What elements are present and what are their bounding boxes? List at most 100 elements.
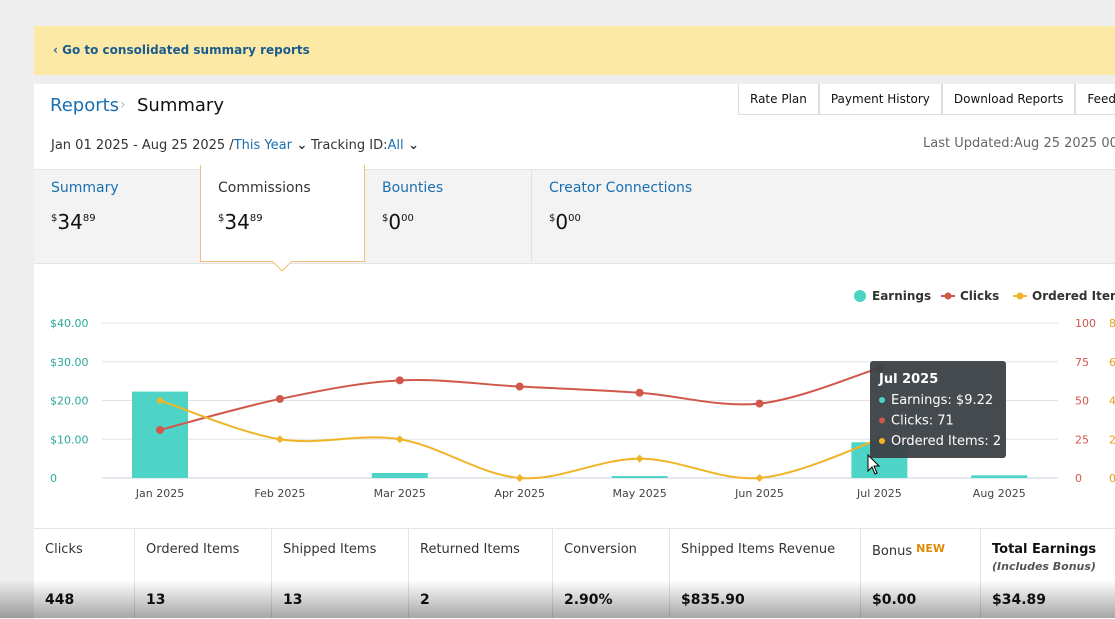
header-button[interactable]: Download Reports: [941, 84, 1076, 115]
legend-marker: [854, 290, 866, 302]
tab[interactable]: Bounties $000: [365, 169, 531, 262]
new-badge: NEW: [916, 542, 945, 555]
tooltip-title: Jul 2025: [878, 372, 938, 387]
stat-note: (Includes Bonus): [992, 560, 1096, 573]
tab-label: Summary: [51, 180, 119, 196]
header-button[interactable]: Feedback: [1075, 84, 1115, 115]
tab-selected[interactable]: Commissions $3489: [200, 165, 365, 262]
stat-value: $835.90: [681, 592, 745, 608]
header-button[interactable]: Rate Plan: [738, 84, 819, 115]
summary-link[interactable]: ‹ Go to consolidated summary reports: [53, 43, 310, 57]
tooltip-line: Clicks: 71: [891, 414, 954, 429]
y2-tick-label: 50: [1075, 395, 1089, 408]
breadcrumb-current: Summary: [137, 95, 224, 116]
stat-header: Shipped Items Revenue: [681, 542, 835, 557]
stat-column: Total Earnings (Includes Bonus) $34.89: [980, 528, 1115, 618]
currency: $: [549, 213, 556, 224]
point: [156, 425, 164, 434]
y3-tick-label: 4: [1109, 395, 1115, 408]
legend-marker: [944, 292, 952, 300]
last-updated: Last Updated:Aug 25 2025 00:0: [923, 136, 1115, 151]
y3-tick-label: 0: [1109, 472, 1115, 485]
point: [515, 382, 524, 391]
stat-header-text: Total Earnings: [992, 542, 1097, 557]
amount-cents: 00: [401, 213, 414, 224]
y2-tick-label: 100: [1075, 317, 1096, 330]
tooltip-bullet: [879, 417, 885, 424]
tab[interactable]: Summary $3489: [34, 169, 200, 262]
y2-tick-label: 75: [1075, 356, 1089, 369]
legend-label: Clicks: [960, 289, 999, 303]
banner: ‹ Go to consolidated summary reports: [34, 26, 1115, 75]
legend-label: Earnings: [872, 289, 931, 303]
x-tick-label: Jan 2025: [135, 487, 184, 500]
x-tick-label: Feb 2025: [254, 487, 305, 500]
stat-column: Ordered Items 13: [134, 528, 272, 618]
y3-tick-label: 6: [1109, 356, 1115, 369]
point: [275, 435, 284, 444]
breadcrumb-link[interactable]: Reports: [50, 95, 120, 116]
dropdown-arrow: ⌄: [291, 138, 308, 153]
legend-label: Ordered Items: [1032, 289, 1115, 303]
amount-cents: 00: [568, 213, 581, 224]
breadcrumb-separator: ›: [120, 97, 126, 113]
tab-label: Commissions: [218, 180, 311, 196]
tracking-label: Tracking ID:: [311, 138, 388, 153]
point: [395, 376, 404, 385]
y3-tick-label: 8: [1109, 317, 1115, 330]
bar: [971, 475, 1028, 478]
point: [395, 435, 404, 444]
y3-tick-label: 2: [1109, 433, 1115, 446]
stat-header-text: Shipped Items Revenue: [681, 542, 836, 557]
period-select[interactable]: This Year: [233, 138, 292, 153]
tooltip-line: Earnings: $9.22: [891, 393, 993, 408]
stat-value: 448: [45, 592, 75, 608]
stat-value: 13: [283, 592, 303, 608]
point: [275, 394, 284, 403]
y-tick-label: $20.00: [50, 395, 89, 408]
amount-cents: 89: [249, 213, 263, 224]
tab[interactable]: Creator Connections $000: [531, 169, 832, 262]
stat-value: 2: [420, 592, 430, 608]
stat-header: Conversion: [564, 542, 637, 557]
chart: 0 $10.00 $20.00 $30.00 $40.00 0 25 50 75 100 0 2 4 6 8…: [50, 289, 1115, 500]
x-tick-label: Aug 2025: [973, 487, 1026, 500]
tab-amount: $3489: [218, 210, 263, 234]
stat-column: Clicks 448: [34, 528, 134, 618]
stat-column: Shipped Items Revenue $835.90: [669, 528, 861, 618]
stat-header-text: Bonus: [872, 544, 913, 559]
y-tick-label: $40.00: [50, 317, 89, 330]
tab-label: Bounties: [382, 180, 444, 196]
amount-whole: 34: [57, 210, 83, 234]
date-range: Jan 01 2025 - Aug 25 2025 /This Year ⌄: [51, 138, 307, 153]
stat-header: Total Earnings (Includes Bonus): [992, 542, 1096, 573]
currency: $: [382, 213, 389, 224]
stat-column: Bonus NEW $0.00: [860, 528, 981, 618]
stat-column: Conversion 2.90%: [552, 528, 670, 618]
stat-value: 2.90%: [564, 592, 613, 608]
point: [515, 474, 524, 482]
legend-marker: [1016, 292, 1024, 300]
point: [635, 454, 644, 463]
stat-header-text: Conversion: [564, 542, 637, 557]
tooltip-line: Ordered Items: 2: [891, 434, 1001, 449]
tab-amount: $3489: [51, 210, 96, 234]
tooltip-bullet: [879, 397, 885, 403]
stat-header-text: Clicks: [45, 542, 83, 557]
point: [635, 388, 644, 397]
tracking-select[interactable]: All: [387, 138, 404, 153]
amount-cents: 89: [82, 213, 96, 224]
stat-column: Shipped Items 13: [271, 528, 409, 618]
amount-whole: 0: [388, 210, 402, 234]
date-range-text: Jan 01 2025 - Aug 25 2025 /: [51, 138, 234, 153]
tooltip-bullet: [879, 438, 885, 444]
point: [156, 396, 164, 405]
mouse-cursor: [867, 453, 881, 475]
y-tick-label: $30.00: [50, 356, 89, 369]
dropdown-arrow: ⌄: [403, 138, 420, 153]
header-button[interactable]: Payment History: [818, 84, 942, 115]
y-tick-label: $10.00: [50, 433, 89, 446]
stat-header: Bonus NEW: [872, 542, 945, 559]
y2-tick-label: 0: [1075, 472, 1082, 485]
